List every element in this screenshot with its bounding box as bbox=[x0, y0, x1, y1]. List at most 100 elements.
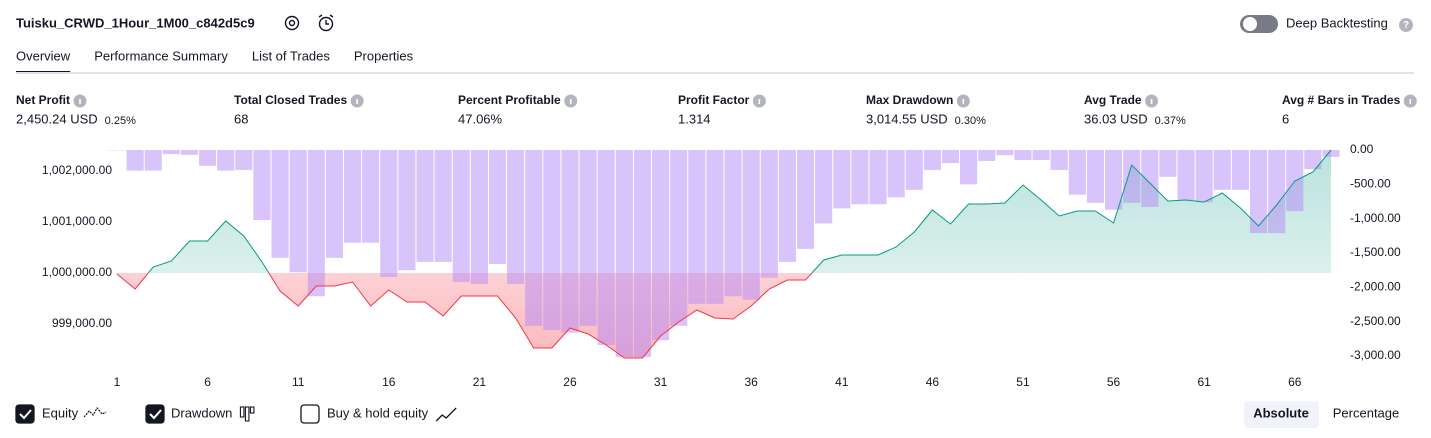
drawdown-bar bbox=[597, 150, 615, 346]
metric-value: 3,014.55 USD bbox=[866, 111, 948, 126]
drawdown-bar bbox=[688, 150, 706, 304]
metric-value: 68 bbox=[234, 111, 248, 126]
y2-tick-label: -2,000.00 bbox=[1350, 280, 1401, 294]
tab[interactable]: Overview bbox=[16, 48, 71, 63]
drawdown-icon bbox=[244, 406, 250, 422]
drawdown-bar bbox=[887, 150, 905, 198]
drawdown-bar bbox=[652, 150, 670, 341]
x-tick-label: 11 bbox=[292, 375, 305, 389]
drawdown-bar bbox=[579, 150, 597, 326]
x-tick-label: 6 bbox=[204, 375, 211, 389]
tab[interactable]: Properties bbox=[354, 48, 414, 63]
drawdown-bar bbox=[1159, 150, 1177, 177]
legend-label: Buy & hold equity bbox=[327, 405, 429, 420]
drawdown-bar bbox=[796, 150, 815, 249]
x-tick-label: 21 bbox=[473, 375, 487, 389]
drawdown-bar bbox=[978, 150, 996, 161]
drawdown-bar bbox=[1213, 150, 1231, 190]
drawdown-bar bbox=[1141, 150, 1159, 207]
drawdown-bar bbox=[199, 150, 217, 166]
drawdown-bar bbox=[162, 150, 180, 155]
buy-hold-icon bbox=[435, 407, 457, 422]
drawdown-bar bbox=[615, 150, 633, 358]
tab[interactable]: List of Trades bbox=[252, 48, 331, 63]
info-icon-glyph bbox=[356, 99, 358, 104]
drawdown-bar bbox=[180, 150, 199, 155]
view-button-active[interactable] bbox=[1244, 401, 1319, 428]
deep-backtesting-toggle[interactable] bbox=[1240, 15, 1278, 33]
drawdown-bar bbox=[778, 150, 796, 262]
drawdown-bar bbox=[633, 150, 652, 358]
view-button[interactable]: Absolute bbox=[1253, 405, 1309, 420]
drawdown-bar bbox=[1050, 150, 1068, 170]
alert-icon[interactable] bbox=[318, 14, 334, 32]
drawdown-bar bbox=[706, 150, 724, 304]
metric-label: Profit Factor bbox=[678, 93, 750, 107]
info-icon-glyph bbox=[79, 99, 81, 104]
drawdown-bar bbox=[307, 150, 325, 297]
metric-label: Percent Profitable bbox=[458, 93, 561, 107]
check-mark bbox=[149, 409, 162, 420]
x-tick-label: 51 bbox=[1016, 375, 1030, 389]
svg-text:?: ? bbox=[1403, 20, 1409, 31]
drawdown-icon bbox=[239, 406, 245, 418]
checkbox[interactable] bbox=[300, 404, 320, 424]
view-button[interactable]: Percentage bbox=[1333, 405, 1400, 420]
y-tick-label: 1,002,000.00 bbox=[42, 163, 112, 177]
settings-icon[interactable] bbox=[284, 15, 300, 31]
drawdown-bar bbox=[235, 150, 253, 170]
drawdown-bar bbox=[1123, 150, 1141, 203]
metric-value: 2,450.24 USD bbox=[16, 111, 98, 126]
drawdown-bar bbox=[1105, 150, 1123, 210]
drawdown-bar bbox=[1068, 150, 1086, 195]
info-icon-glyph bbox=[962, 99, 965, 104]
drawdown-bar bbox=[380, 150, 398, 278]
info-icon-glyph bbox=[569, 99, 572, 104]
drawdown-bar bbox=[1304, 150, 1322, 170]
drawdown-bar bbox=[416, 150, 434, 262]
checkbox[interactable] bbox=[145, 404, 165, 424]
y-tick-label: 999,000.00 bbox=[52, 316, 112, 330]
equity-line-down bbox=[116, 272, 813, 359]
drawdown-bar bbox=[833, 150, 851, 209]
x-tick-label: 66 bbox=[1288, 375, 1302, 389]
drawdown-bar bbox=[452, 150, 470, 282]
metric-value: 6 bbox=[1282, 111, 1289, 126]
drawdown-bar bbox=[488, 150, 507, 264]
equity-area-up bbox=[148, 150, 1331, 273]
equity-icon bbox=[83, 406, 107, 418]
tab[interactable]: Performance Summary bbox=[94, 48, 228, 63]
y2-tick-label: 0.00 bbox=[1350, 142, 1374, 156]
drawdown-bar bbox=[1086, 150, 1105, 203]
drawdown-bar bbox=[1177, 150, 1195, 201]
metric-value: 1.314 bbox=[678, 111, 711, 126]
y2-tick-label: -2,500.00 bbox=[1350, 314, 1401, 328]
help-icon[interactable]: ? bbox=[1399, 18, 1413, 32]
equity-line-up bbox=[147, 149, 1332, 273]
x-tick-label: 61 bbox=[1197, 375, 1211, 389]
checkbox[interactable] bbox=[15, 404, 35, 424]
y2-tick-label: -500.00 bbox=[1350, 177, 1391, 191]
y2-tick-label: -1,000.00 bbox=[1350, 211, 1401, 225]
y-tick-label: 1,001,000.00 bbox=[42, 214, 112, 228]
metric-label: Total Closed Trades bbox=[234, 93, 347, 107]
drawdown-bar bbox=[507, 150, 525, 284]
drawdown-bar bbox=[398, 150, 416, 271]
info-icon-glyph bbox=[1150, 99, 1153, 104]
info-icon-glyph bbox=[1409, 99, 1412, 104]
x-tick-label: 41 bbox=[835, 375, 849, 389]
metric-label: Avg # Bars in Trades bbox=[1282, 93, 1401, 107]
drawdown-bar bbox=[742, 150, 760, 300]
drawdown-bar bbox=[253, 150, 271, 221]
info-icon-glyph bbox=[758, 99, 761, 104]
x-tick-label: 31 bbox=[654, 375, 668, 389]
drawdown-bar bbox=[343, 150, 362, 243]
drawdown-bar bbox=[561, 150, 579, 333]
drawdown-bar bbox=[869, 150, 887, 205]
drawdown-bar bbox=[271, 150, 289, 258]
drawdown-bar bbox=[923, 150, 941, 170]
drawdown-bar bbox=[724, 150, 742, 297]
drawdown-bar bbox=[325, 150, 343, 258]
drawdown-bar bbox=[815, 150, 833, 224]
